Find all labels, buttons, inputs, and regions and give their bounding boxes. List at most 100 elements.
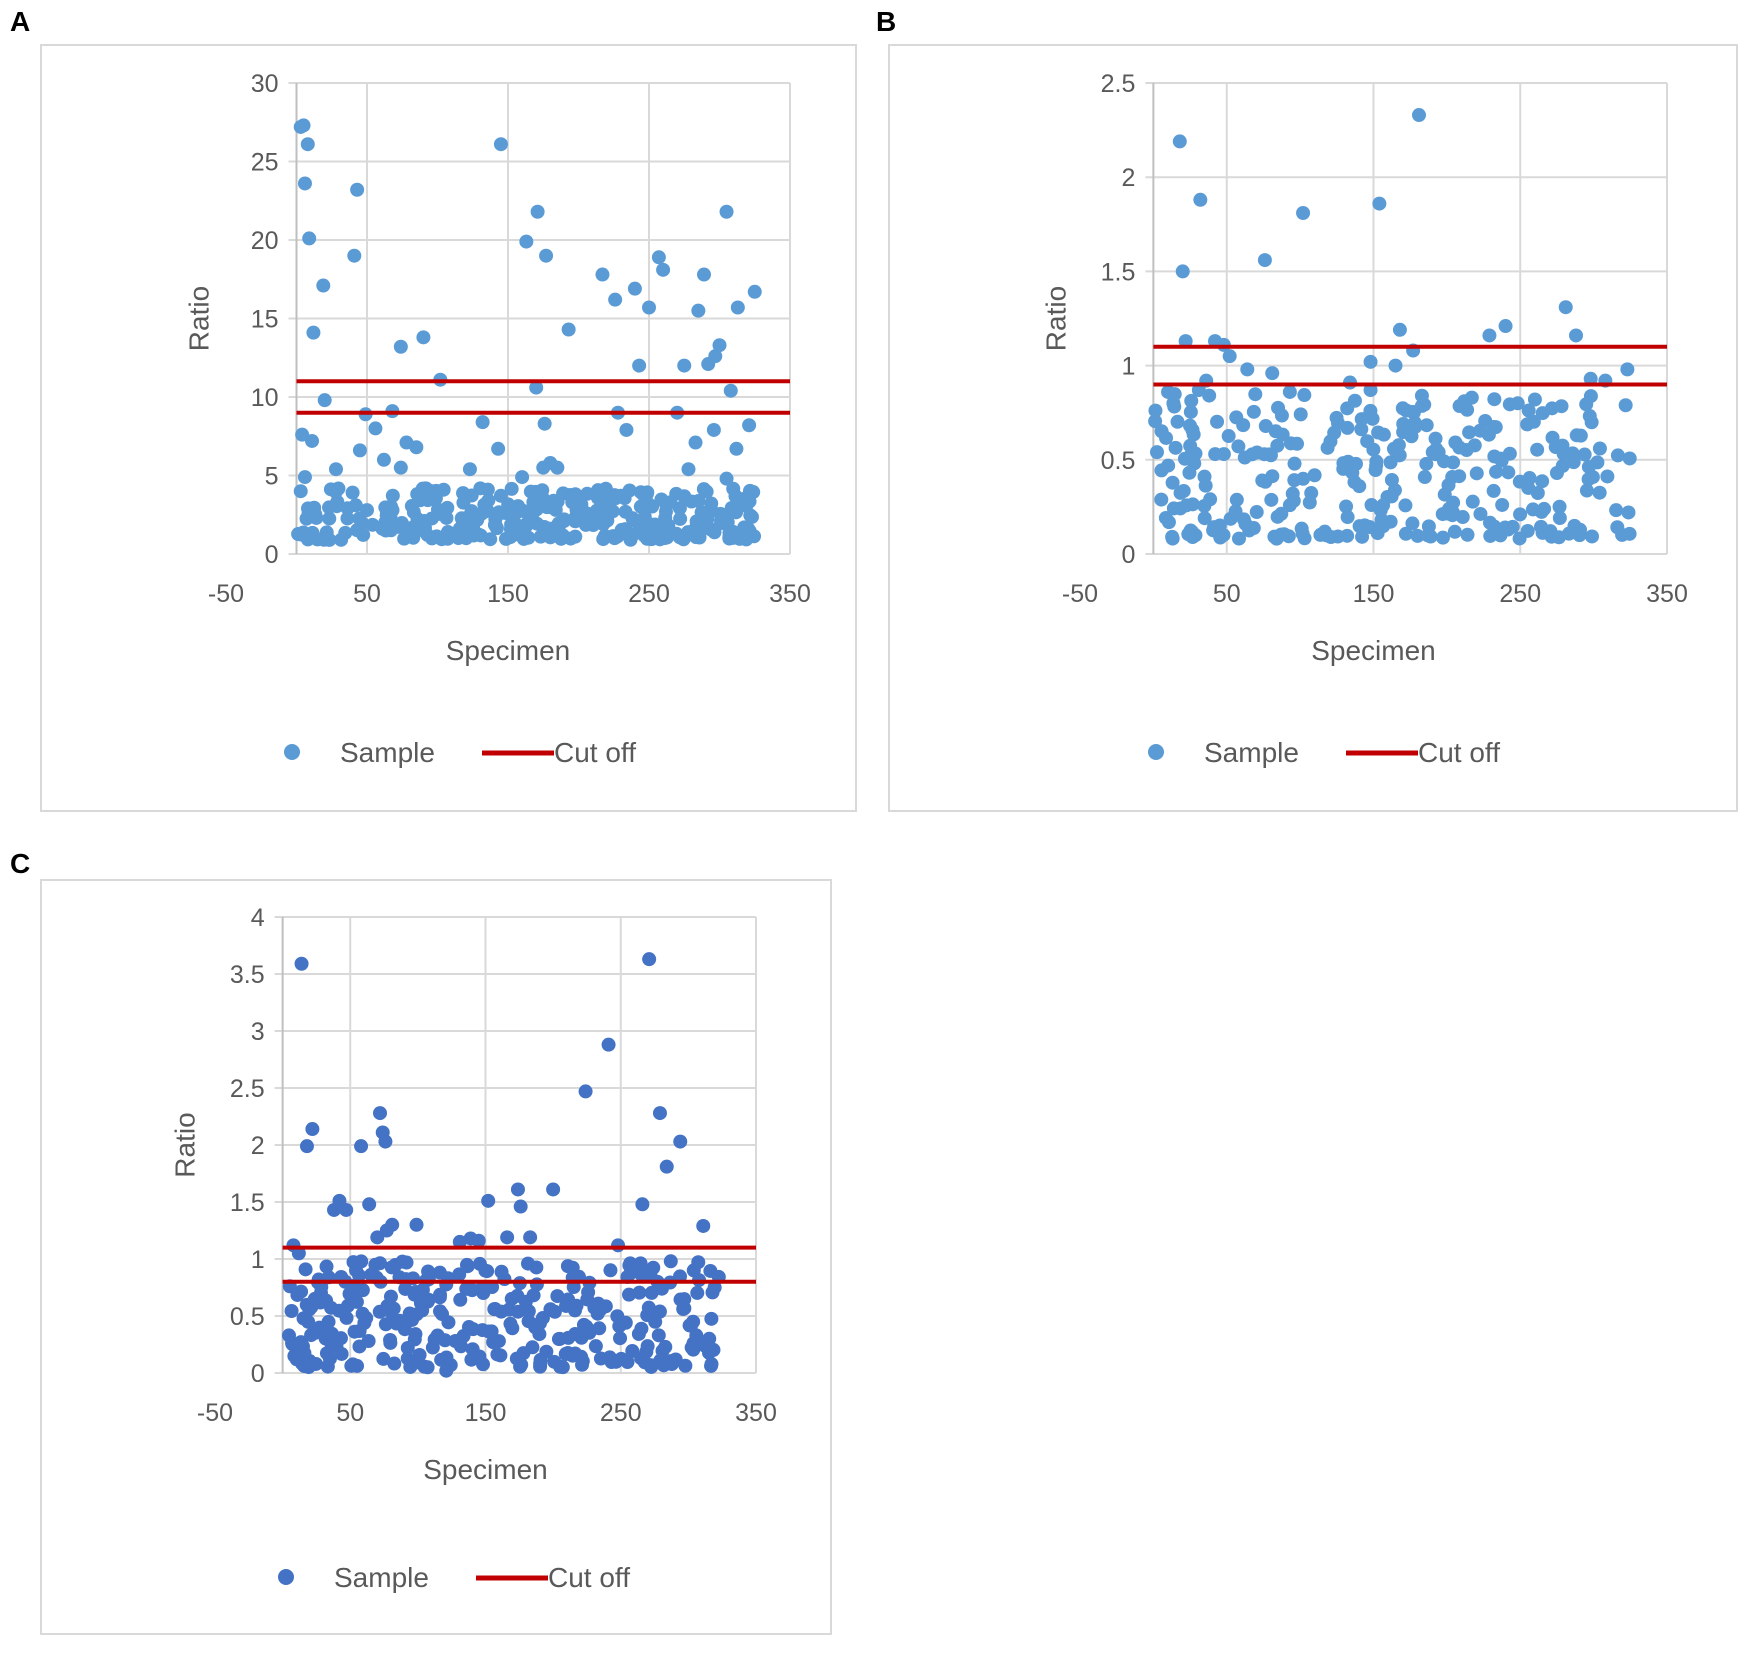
- sample-point: [690, 1285, 705, 1300]
- sample-point: [614, 488, 629, 503]
- sample-point: [417, 1359, 432, 1374]
- sample-point: [459, 531, 474, 546]
- sample-point: [1210, 414, 1225, 429]
- sample-point: [1193, 192, 1208, 207]
- sample-point: [516, 1346, 531, 1361]
- sample-point: [1275, 427, 1290, 442]
- sample-point: [1165, 475, 1180, 490]
- sample-point: [529, 1260, 544, 1275]
- sample-point: [1296, 205, 1311, 220]
- sample-point: [403, 1359, 418, 1374]
- sample-point: [588, 1339, 603, 1354]
- sample-point: [673, 1134, 688, 1149]
- x-axis-title: Specimen: [446, 635, 571, 666]
- sample-point: [546, 1182, 561, 1197]
- sample-point: [519, 234, 534, 249]
- sample-point: [688, 435, 703, 450]
- sample-point: [523, 1230, 538, 1245]
- sample-point: [513, 1199, 528, 1214]
- sample-point: [575, 1354, 590, 1369]
- sample-point: [1173, 485, 1188, 500]
- sample-point: [1437, 454, 1452, 469]
- sample-point: [1549, 465, 1564, 480]
- sample-point: [1263, 448, 1278, 463]
- sample-point: [579, 1320, 594, 1335]
- legend-sample-marker: [284, 744, 300, 760]
- sample-point: [1197, 511, 1212, 526]
- sample-point: [1460, 527, 1475, 542]
- sample-point: [1161, 458, 1176, 473]
- sample-point: [431, 506, 446, 521]
- sample-point: [421, 1264, 436, 1279]
- sample-point: [1257, 253, 1272, 268]
- sample-point: [301, 1314, 316, 1329]
- sample-point: [1242, 523, 1257, 538]
- sample-point: [1384, 489, 1399, 504]
- sample-point: [654, 519, 669, 534]
- sample-point: [1159, 430, 1174, 445]
- y-axis-title: Ratio: [170, 1112, 201, 1177]
- sample-point: [535, 1310, 550, 1325]
- sample-point: [361, 1334, 376, 1349]
- sample-point: [311, 1272, 326, 1287]
- chart-c: 0 0.5 1 1.5 2 2.5 3 3.5 4 -50 50 150 250 350 Specimen R…: [170, 904, 777, 1593]
- y-tick-label: 0.5: [1101, 447, 1136, 475]
- sample-point: [339, 1202, 354, 1217]
- sample-point: [1178, 334, 1193, 349]
- x-tick-label: 350: [1646, 580, 1688, 608]
- sample-point: [293, 484, 308, 499]
- sample-point: [409, 440, 424, 455]
- sample-point: [702, 1345, 717, 1360]
- sample-point: [1411, 108, 1426, 123]
- x-tick-label: -50: [197, 1399, 233, 1427]
- sample-point: [322, 511, 337, 526]
- sample-point: [682, 1318, 697, 1333]
- sample-point: [494, 1264, 509, 1279]
- sample-point: [1293, 407, 1308, 422]
- sample-point: [322, 1351, 337, 1366]
- sample-point: [1404, 429, 1419, 444]
- sample-point: [432, 1290, 447, 1305]
- sample-point: [1371, 425, 1386, 440]
- sample-point: [1428, 431, 1443, 446]
- sample-point: [357, 1315, 372, 1330]
- sample-point: [1410, 528, 1425, 543]
- sample-point: [340, 1298, 355, 1313]
- sample-point: [719, 204, 734, 219]
- sample-point: [287, 1348, 302, 1363]
- sample-point: [350, 523, 365, 538]
- sample-point: [483, 532, 498, 547]
- sample-point: [1329, 410, 1344, 425]
- sample-point: [530, 516, 545, 531]
- y-tick-label: 4: [251, 904, 265, 932]
- sample-point: [1264, 492, 1279, 507]
- sample-point: [623, 532, 638, 547]
- sample-point: [305, 433, 320, 448]
- sample-point: [1149, 445, 1164, 460]
- sample-point: [1558, 300, 1573, 315]
- sample-point: [1398, 526, 1413, 541]
- sample-point: [500, 1230, 515, 1245]
- sample-point: [642, 300, 656, 315]
- x-tick-label: 250: [1499, 580, 1541, 608]
- sample-point: [706, 422, 721, 437]
- sample-point: [347, 248, 362, 263]
- sample-point: [491, 441, 506, 456]
- y-tick-label: 25: [251, 149, 279, 177]
- sample-point: [1340, 420, 1355, 435]
- sample-point: [702, 1331, 717, 1346]
- sample-point: [350, 1358, 365, 1373]
- x-tick-label: 150: [1353, 580, 1395, 608]
- x-tick-label: 350: [735, 1399, 777, 1427]
- sample-point: [1183, 404, 1198, 419]
- sample-point: [503, 1316, 518, 1331]
- sample-point: [1392, 322, 1407, 337]
- sample-point: [1405, 404, 1420, 419]
- sample-point: [493, 488, 508, 503]
- y-tick-label: 10: [251, 384, 279, 412]
- sample-point: [1229, 492, 1244, 507]
- sample-point: [600, 513, 615, 528]
- sample-point: [560, 1259, 575, 1274]
- sample-point: [1577, 447, 1592, 462]
- sample-point: [454, 511, 469, 526]
